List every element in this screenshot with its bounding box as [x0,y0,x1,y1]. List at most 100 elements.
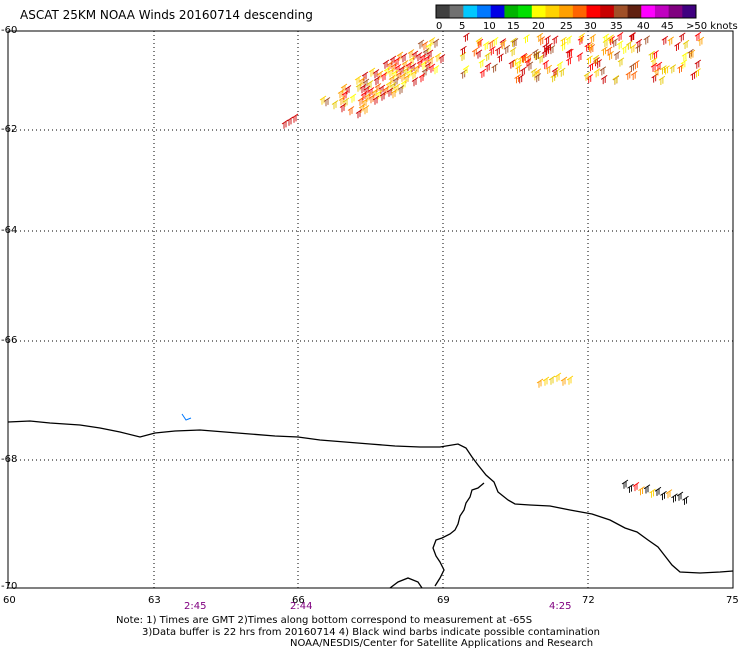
wind-barb [589,33,596,44]
wind-barb [432,38,440,48]
colorbar-label-50-knots: >50 knots [686,21,738,32]
wind-barb [602,38,610,48]
wind-barb [390,89,398,99]
wind-barb [508,59,516,69]
wind-barb [482,41,490,51]
wind-barb [667,36,675,46]
wind-barb [434,52,442,62]
wind-barb [459,51,467,61]
colorbar-swatch [627,5,642,18]
coastline-inlet [432,482,485,587]
wind-barb [372,69,380,79]
wind-barb [331,100,339,110]
colorbar-swatch [490,5,505,18]
note-line-3: NOAA/NESDIS/Center for Satellite Applica… [290,638,594,649]
wind-barb [554,372,562,382]
wind-barb [694,59,702,69]
colorbar-label-35: 35 [610,21,623,32]
lon-label-66: 66 [292,595,305,606]
wind-barb [551,35,559,45]
wind-barb [347,106,355,116]
wind-barb [471,47,479,57]
lat-label-70: -70 [1,581,18,592]
wind-barb [542,376,550,386]
colorbar-swatch [654,5,670,18]
wind-barb [536,32,544,43]
wind-barb [593,68,601,78]
wind-barb [652,50,659,60]
wind-barb [688,49,696,59]
wind-barb [520,52,528,63]
wind-barb [595,59,602,69]
lon-label-72: 72 [582,595,595,606]
wind-barb [565,35,573,45]
wind-barb [460,45,467,55]
wind-barb [633,60,640,70]
colorbar-label-20: 20 [532,21,545,32]
wind-barb [489,46,496,56]
map-title: ASCAT 25KM NOAA Winds 20160714 descendin… [20,8,313,22]
wind-barb [627,483,634,493]
colorbar-swatch [449,5,464,18]
wind-barb [399,72,407,82]
wind-barb [526,61,534,71]
latitude-gridlines [8,129,733,461]
wind-barb [500,40,507,50]
wind-barb [410,70,418,80]
wind-barb [586,55,593,65]
wind-barb [635,44,642,54]
colorbar-swatch [641,5,656,18]
wind-barb [613,50,621,61]
wind-barb [638,486,645,496]
wind-barb [548,45,556,55]
wind-barb [323,97,331,107]
wind-barb [544,35,551,45]
colorbar-label-15: 15 [507,21,520,32]
wind-barb [484,52,492,62]
wind-barb [630,70,638,80]
wind-barb [560,41,567,51]
wind-barb [625,70,633,80]
colorbar-label-30: 30 [584,21,597,32]
wind-barb [407,49,415,59]
wind-barb [665,489,673,499]
colorbar-swatch [477,5,492,18]
wind-barb [650,62,658,72]
wind-barb [418,73,426,83]
wind-barb [677,64,684,74]
wind-barb [534,73,542,83]
colorbar-label-5: 5 [459,21,466,32]
wind-barb [576,52,584,62]
wind-barb [400,53,408,63]
wind-barb [339,103,347,113]
wind-barb [520,66,527,76]
wind-barb [679,32,686,42]
lat-label-64: -64 [1,225,18,236]
colorbar-swatch [613,5,629,18]
wind-barb [628,32,636,42]
wind-barb [497,53,504,63]
wind-barb [509,47,517,57]
colorbar-swatch [600,5,615,18]
wind-barb [658,75,666,86]
wind-barb [621,44,629,55]
wind-barb [566,56,573,66]
wind-barb [495,46,502,56]
wind-barb [386,87,394,97]
colorbar-swatch [545,5,560,18]
wind-barb [612,75,620,85]
wind-barb [660,65,667,75]
wind-barb [616,40,624,50]
time-label-425: 4:25 [549,601,572,612]
wind-barb [491,63,498,73]
wind-barb [484,62,492,72]
wind-barb [626,40,633,50]
lat-label-68: -68 [1,454,18,465]
wind-barb [397,85,405,95]
colorbar-label-25: 25 [560,21,573,32]
wind-barb [479,68,487,78]
wind-barb [421,41,429,51]
wind-barb [537,54,545,64]
